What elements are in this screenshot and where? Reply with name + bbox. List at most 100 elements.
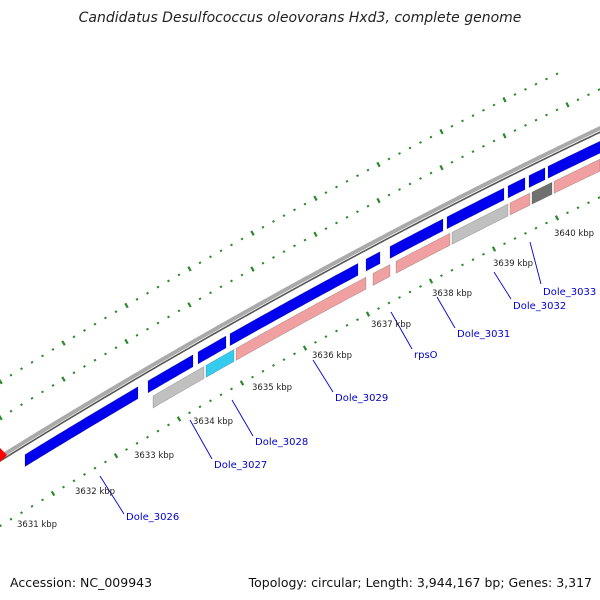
gene-label[interactable]: rpsO [414, 350, 438, 361]
gc-tick [503, 242, 506, 246]
gene-label[interactable]: Dole_3031 [457, 329, 510, 340]
gc-tick [104, 460, 107, 464]
gene-leader-line [99, 475, 125, 515]
gc-tick [167, 279, 170, 283]
gc-tick [345, 179, 349, 183]
gc-tick [20, 367, 23, 371]
gc-tick [555, 108, 559, 112]
gc-tick [51, 348, 55, 351]
reverse-cds-1[interactable] [235, 276, 367, 361]
reverse-cds-4[interactable] [509, 192, 531, 216]
gc-tick [471, 258, 475, 261]
gc-tick [545, 221, 548, 225]
gc-tick [261, 261, 265, 265]
cyan-feature[interactable] [205, 348, 235, 378]
gc-tick [72, 479, 76, 483]
gene-leader-line [493, 271, 512, 300]
gene-leader-line [436, 296, 456, 329]
gc-tick [408, 182, 412, 186]
gene-leader-line [231, 399, 254, 437]
gc-tick [439, 164, 444, 171]
gc-tick [240, 237, 244, 241]
gc-tick [240, 273, 244, 277]
reverse-cds-5[interactable] [553, 158, 600, 194]
gene-label[interactable]: Dole_3026 [126, 512, 179, 523]
gc-tick [482, 144, 485, 148]
forward-cds-5[interactable] [365, 251, 381, 272]
kbp-label: 3633 kbp [134, 451, 174, 461]
gene-label[interactable]: Dole_3032 [513, 301, 566, 312]
backbone-inner [0, 131, 600, 462]
gc-tick [83, 365, 86, 368]
red-feature[interactable] [0, 448, 7, 462]
forward-cds-3[interactable] [197, 335, 227, 365]
gc-tick [261, 225, 265, 229]
gc-tick [198, 261, 202, 265]
gray-feature-1[interactable] [152, 365, 205, 409]
gc-tick [219, 249, 223, 253]
gc-tick [356, 174, 359, 178]
forward-cds-1[interactable] [24, 386, 139, 468]
gc-tick [135, 441, 139, 445]
gc-tick [146, 327, 149, 331]
forward-cds-8[interactable] [507, 177, 526, 199]
reverse-cds-3[interactable] [395, 232, 451, 274]
gc-tick [461, 263, 464, 267]
gene-leader-line [529, 241, 542, 285]
forward-cds-4[interactable] [229, 262, 359, 347]
gc-tick [513, 129, 517, 132]
kbp-scale: 3631 kbp 3632 kbp 3633 kbp 3634 kbp 3635 kbp… [17, 229, 594, 530]
gene-label[interactable]: Dole_3029 [335, 393, 388, 404]
gc-tick [0, 378, 3, 385]
gc-tick [176, 416, 182, 422]
reverse-cds-2[interactable] [372, 263, 391, 286]
map-title: Candidatus Desulfococcus oleovorans Hxd3… [78, 10, 522, 26]
gc-tick [398, 296, 401, 299]
gc-tick [30, 396, 34, 400]
gc-tick [324, 227, 328, 231]
gc-tick [83, 473, 86, 476]
forward-cds-2[interactable] [147, 354, 194, 394]
forward-cds-10[interactable] [547, 140, 600, 179]
forward-cds-6[interactable] [389, 218, 444, 259]
gc-tick [114, 346, 118, 350]
gc-tick [250, 230, 255, 236]
gc-tick [471, 150, 475, 153]
kbp-label: 3634 kbp [193, 417, 233, 427]
feature-track [0, 140, 600, 468]
gene-label[interactable]: Dole_3028 [255, 437, 308, 448]
gc-tick [209, 399, 212, 403]
gc-tick [156, 429, 160, 433]
gc-tick [261, 369, 265, 373]
gc-tick [576, 206, 580, 210]
gene-label[interactable]: Dole_3033 [543, 287, 596, 298]
kbp-label: 3640 kbp [554, 229, 594, 239]
gc-tick [513, 93, 517, 96]
gc-tick [251, 375, 254, 379]
gc-tick [377, 307, 380, 310]
gc-tick [282, 358, 286, 362]
gc-tick [324, 191, 328, 195]
gene-label[interactable]: Dole_3027 [214, 460, 267, 471]
gc-tick [376, 161, 381, 168]
gc-tick [314, 340, 317, 344]
gc-tick [534, 118, 538, 122]
gc-tick [429, 135, 433, 139]
gc-tick [230, 387, 233, 391]
gc-tick [272, 219, 275, 223]
gc-tick [62, 485, 65, 489]
gc-tick [440, 274, 443, 278]
forward-cds-7[interactable] [446, 187, 505, 230]
gc-tick [408, 290, 412, 294]
gc-tick [492, 139, 496, 143]
gray-feature-2[interactable] [451, 203, 509, 245]
dark-gray-feature[interactable] [531, 181, 553, 205]
gc-tick [450, 268, 454, 272]
gc-tick [545, 77, 548, 81]
gc-tick [576, 98, 580, 102]
gc-tick [282, 214, 286, 218]
forward-cds-9[interactable] [528, 167, 546, 189]
gc-tick [93, 466, 97, 470]
gc-tick [146, 291, 149, 295]
